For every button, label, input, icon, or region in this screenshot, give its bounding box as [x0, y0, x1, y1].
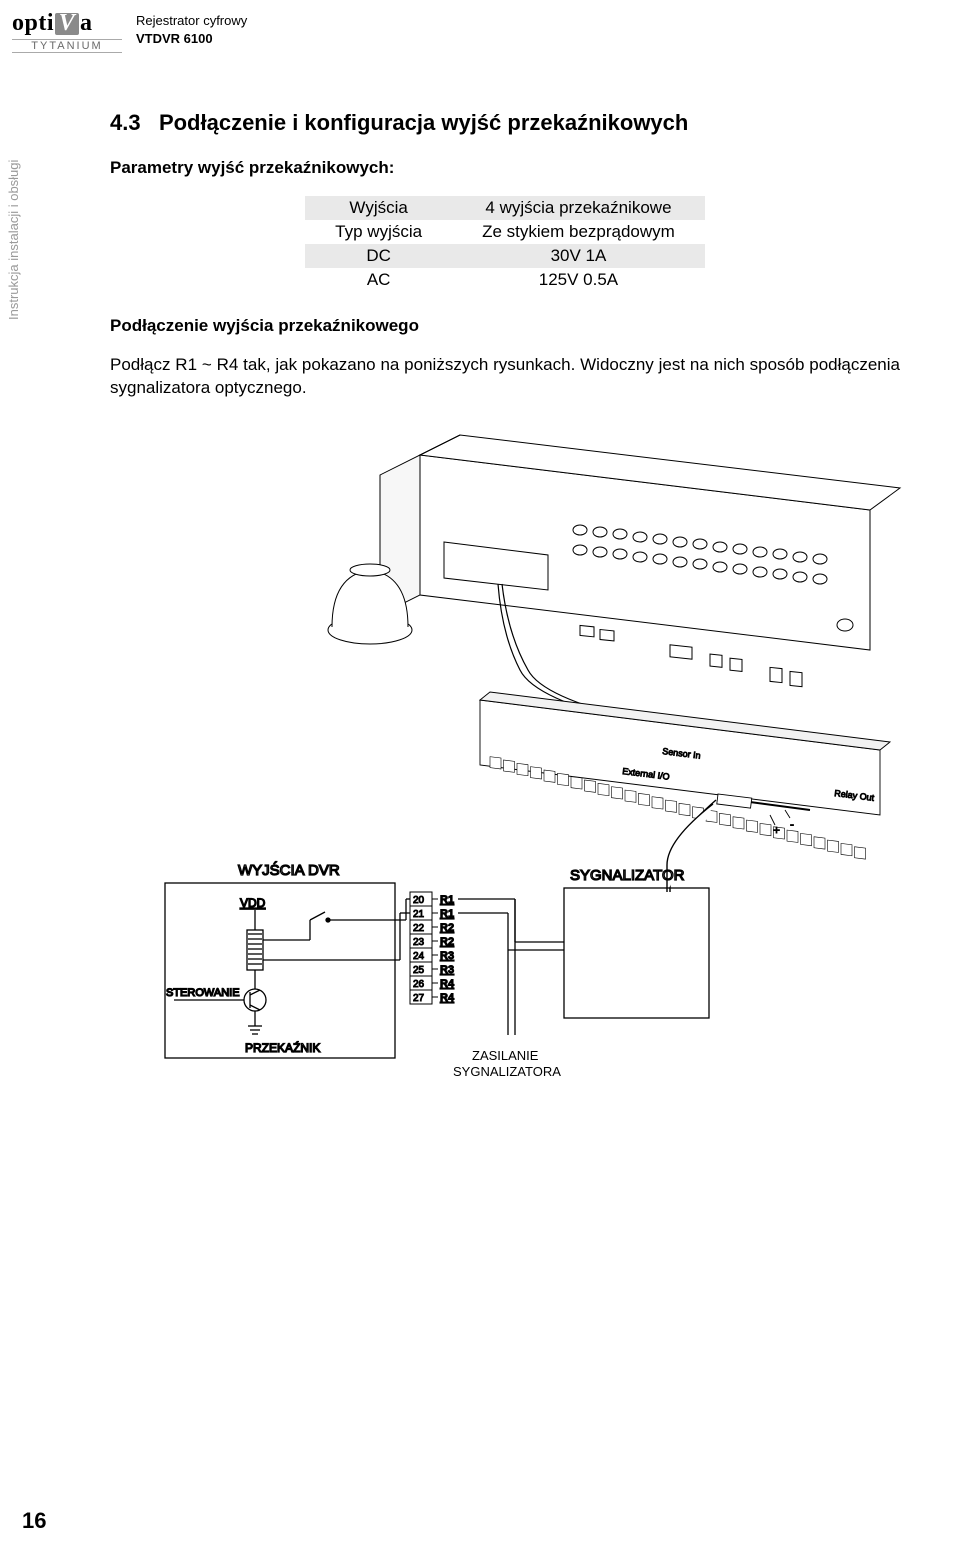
svg-text:R3: R3 [440, 964, 454, 976]
param-value: Ze stykiem bezprądowym [452, 220, 705, 244]
param-value: 4 wyjścia przekaźnikowe [452, 196, 705, 220]
svg-text:23: 23 [413, 937, 425, 948]
section-title: Podłączenie i konfiguracja wyjść przekaź… [159, 110, 688, 135]
logo-text-post: a [80, 10, 93, 37]
terminal-block-icon: Sensor In External I/O Relay Out + - [480, 692, 890, 892]
page-header: optiVa TYTANIUM Rejestrator cyfrowy VTDV… [12, 8, 247, 53]
wire-icon [458, 899, 564, 950]
logo-sub: TYTANIUM [12, 39, 122, 53]
logo-text-pre: opti [12, 10, 54, 37]
param-label: Wyjścia [305, 196, 452, 220]
brand-logo: optiVa TYTANIUM [12, 8, 122, 53]
table-row: Wyjścia 4 wyjścia przekaźnikowe [305, 196, 705, 220]
vdd-label: VDD [240, 896, 266, 910]
wire-icon [365, 899, 410, 960]
section-heading: 4.3 Podłączenie i konfiguracja wyjść prz… [110, 110, 900, 136]
param-label: AC [305, 268, 452, 292]
table-row: AC 125V 0.5A [305, 268, 705, 292]
svg-text:R4: R4 [440, 978, 455, 990]
svg-text:+: + [773, 823, 780, 837]
body-text: Podłącz R1 ~ R4 tak, jak pokazano na pon… [110, 354, 900, 400]
figure-area: Sensor In External I/O Relay Out + - [110, 420, 910, 1140]
param-value: 30V 1A [452, 244, 705, 268]
dvr-box-label: WYJŚCIA DVR [238, 861, 340, 879]
svg-text:21: 21 [413, 909, 425, 920]
page-content: 4.3 Podłączenie i konfiguracja wyjść prz… [110, 110, 900, 1140]
svg-text:R1: R1 [440, 908, 454, 920]
svg-text:R1: R1 [440, 894, 454, 906]
relay-label: PRZEKAŹNIK [245, 1040, 320, 1055]
params-heading: Parametry wyjść przekaźnikowych: [110, 158, 900, 178]
wiring-diagram: Sensor In External I/O Relay Out + - [110, 420, 910, 1140]
control-label: STEROWANIE [166, 987, 240, 999]
dvr-device-icon [380, 435, 900, 687]
svg-text:27: 27 [413, 993, 425, 1004]
logo-text-v: V [55, 13, 79, 35]
signal-box-label: SYGNALIZATOR [570, 867, 685, 884]
svg-text:25: 25 [413, 965, 425, 976]
header-line2: VTDVR 6100 [136, 30, 247, 48]
connection-heading: Podłączenie wyjścia przekaźnikowego [110, 316, 900, 336]
side-label: Instrukcja instalacji i obsługi [6, 160, 21, 320]
table-row: DC 30V 1A [305, 244, 705, 268]
svg-text:R2: R2 [440, 936, 454, 948]
svg-text:R3: R3 [440, 950, 454, 962]
table-row: Typ wyjścia Ze stykiem bezprądowym [305, 220, 705, 244]
dvr-outputs-box: WYJŚCIA DVR VDD STEROWANIE [165, 861, 395, 1058]
header-text: Rejestrator cyfrowy VTDVR 6100 [136, 8, 247, 47]
param-label: Typ wyjścia [305, 220, 452, 244]
signal-box: SYGNALIZATOR [564, 867, 709, 1018]
param-label: DC [305, 244, 452, 268]
header-line1: Rejestrator cyfrowy [136, 12, 247, 30]
params-table: Wyjścia 4 wyjścia przekaźnikowe Typ wyjś… [305, 196, 705, 292]
power-label-2: SYGNALIZATORA [453, 1064, 561, 1079]
wire-icon [508, 950, 515, 1035]
terminal-numbers: 20 R1 21 R1 22 R2 23 R2 24 R3 25 R3 26 R4 27 R4 [410, 892, 455, 1004]
svg-text:R4: R4 [440, 992, 455, 1004]
svg-text:R2: R2 [440, 922, 454, 934]
param-value: 125V 0.5A [452, 268, 705, 292]
svg-text:-: - [790, 817, 794, 831]
svg-text:24: 24 [413, 951, 425, 962]
power-label-1: ZASILANIE [472, 1048, 539, 1063]
page-number: 16 [22, 1508, 46, 1534]
svg-text:20: 20 [413, 895, 425, 906]
svg-text:26: 26 [413, 979, 425, 990]
svg-text:22: 22 [413, 923, 425, 934]
section-number: 4.3 [110, 110, 141, 135]
